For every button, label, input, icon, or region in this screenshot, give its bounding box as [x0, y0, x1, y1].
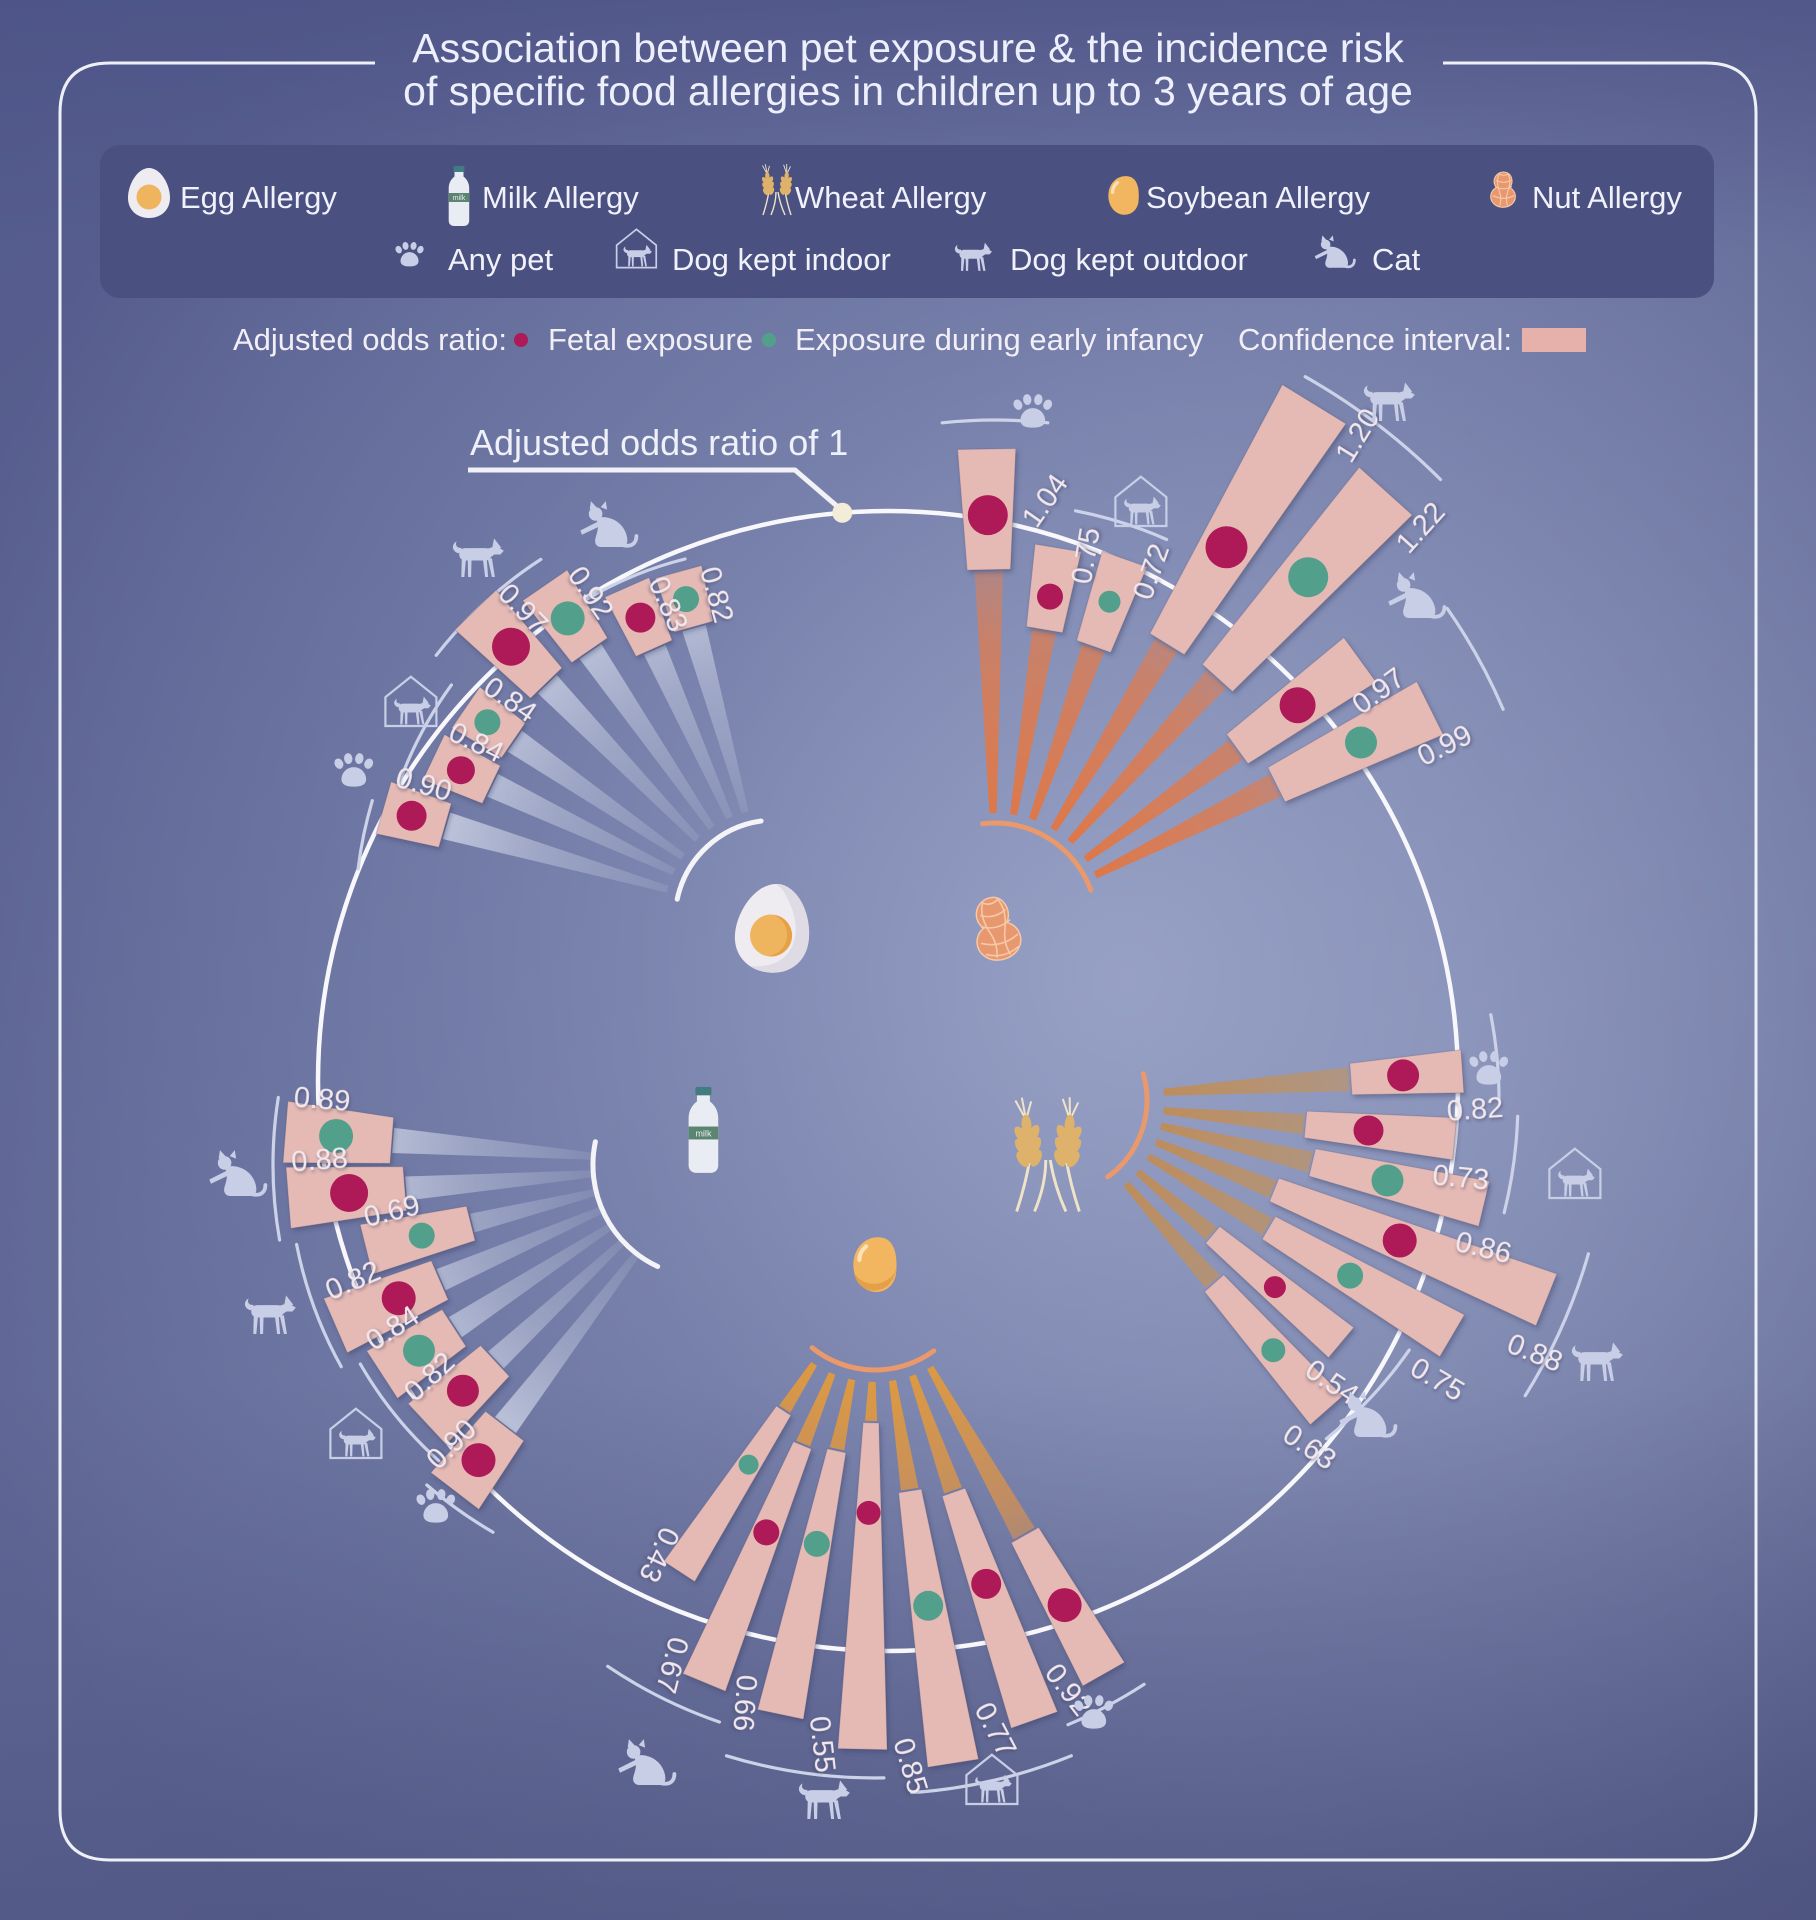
- svg-text:0.82: 0.82: [1446, 1092, 1505, 1128]
- svg-text:0.89: 0.89: [293, 1081, 352, 1117]
- svg-text:Confidence interval:: Confidence interval:: [1238, 322, 1512, 357]
- svg-text:0.88: 0.88: [290, 1142, 349, 1178]
- svg-text:Dog kept indoor: Dog kept indoor: [672, 242, 891, 277]
- svg-text:Cat: Cat: [1372, 242, 1421, 277]
- svg-text:0.73: 0.73: [1431, 1159, 1490, 1196]
- svg-text:Association between pet exposu: Association between pet exposure & the i…: [412, 25, 1404, 71]
- svg-text:Milk Allergy: Milk Allergy: [482, 180, 639, 215]
- svg-text:Nut Allergy: Nut Allergy: [1532, 180, 1682, 215]
- svg-text:Adjusted odds ratio:: Adjusted odds ratio:: [233, 322, 507, 357]
- svg-text:Fetal exposure: Fetal exposure: [548, 322, 753, 357]
- svg-text:Soybean Allergy: Soybean Allergy: [1146, 180, 1371, 215]
- svg-text:0.55: 0.55: [803, 1714, 841, 1774]
- svg-text:of specific food allergies in: of specific food allergies in children u…: [403, 68, 1413, 114]
- svg-text:Any pet: Any pet: [448, 242, 554, 277]
- svg-text:Dog kept outdoor: Dog kept outdoor: [1010, 242, 1248, 277]
- svg-text:Adjusted odds ratio of 1: Adjusted odds ratio of 1: [470, 422, 848, 463]
- svg-text:Exposure during early infancy: Exposure during early infancy: [795, 322, 1204, 357]
- svg-text:0.66: 0.66: [726, 1674, 762, 1733]
- svg-text:Wheat Allergy: Wheat Allergy: [795, 180, 987, 215]
- svg-text:Egg Allergy: Egg Allergy: [180, 180, 337, 215]
